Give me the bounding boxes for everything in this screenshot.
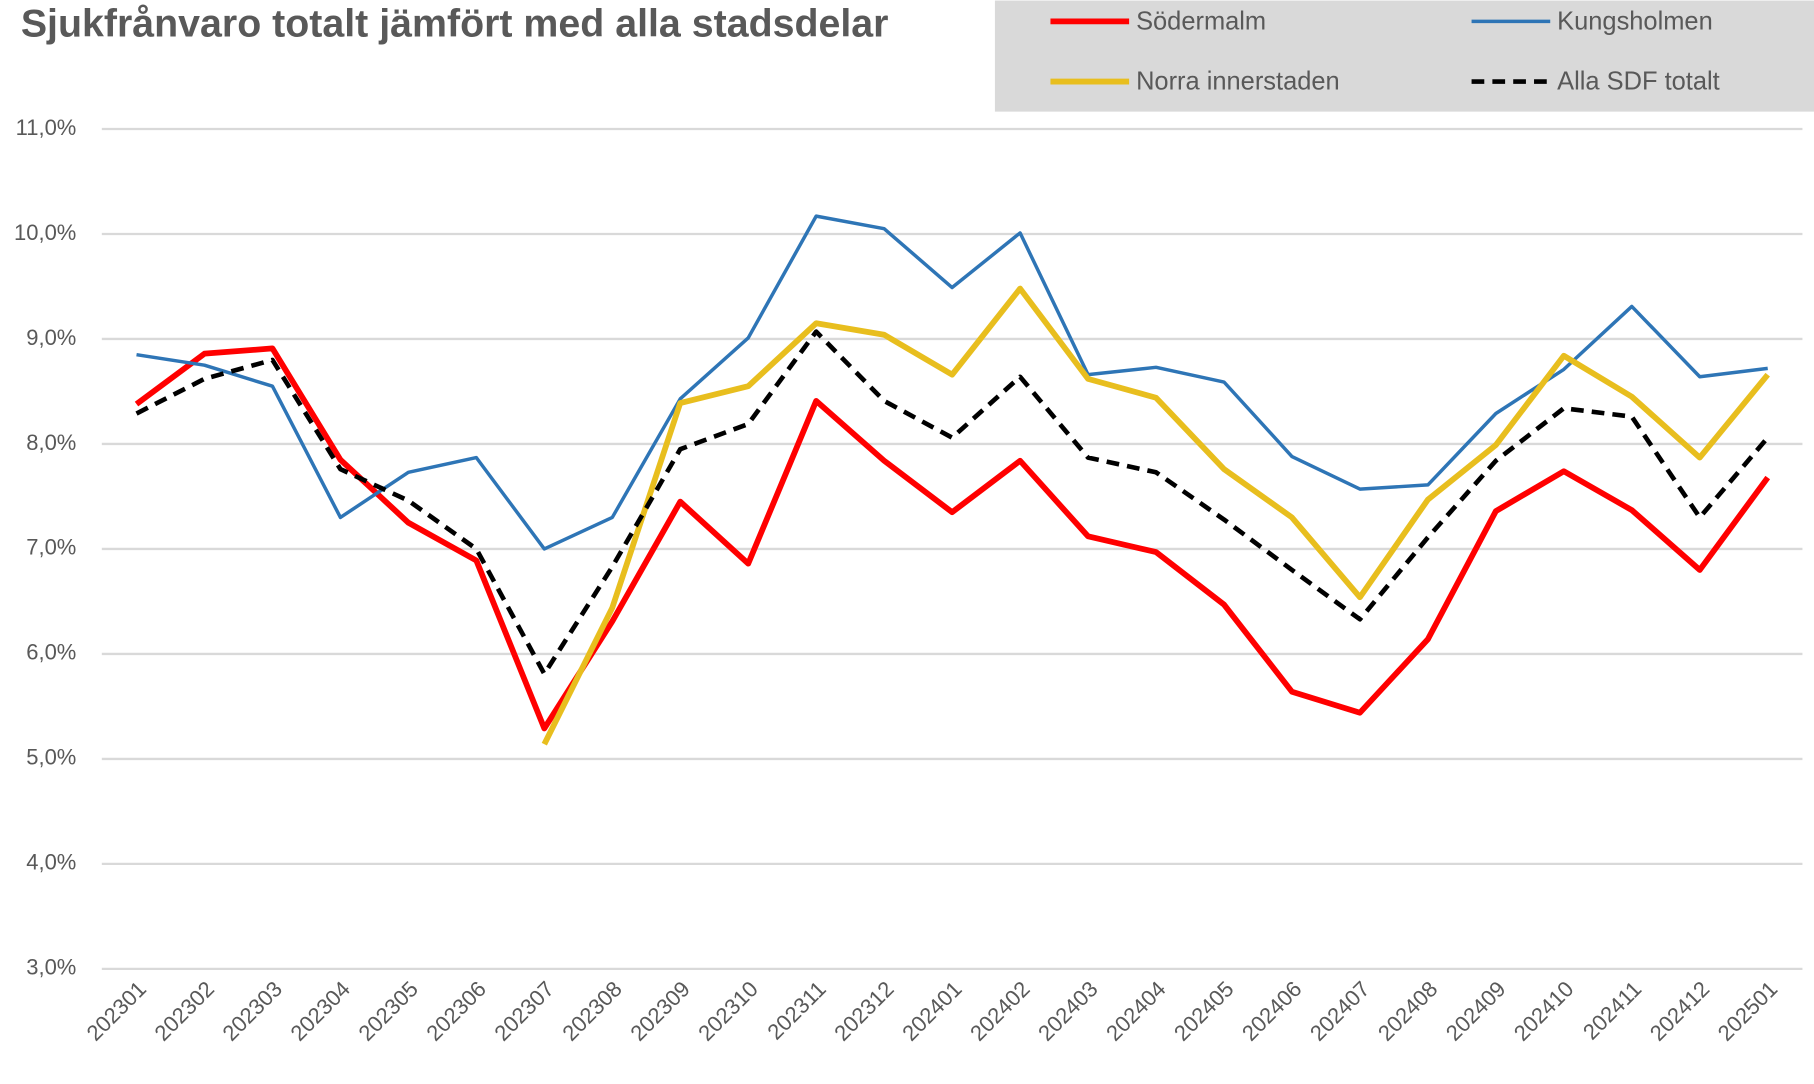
y-tick-label: 3,0% <box>26 955 76 980</box>
y-tick-label: 7,0% <box>26 535 76 560</box>
x-tick-label: 202408 <box>1373 976 1443 1046</box>
x-tick-label: 202302 <box>150 976 220 1046</box>
x-tick-label: 202301 <box>82 976 152 1046</box>
y-tick-label: 11,0% <box>16 115 77 140</box>
x-tick-label: 202310 <box>693 976 763 1046</box>
x-tick-label: 202303 <box>218 976 288 1046</box>
x-tick-label: 202501 <box>1713 976 1783 1046</box>
x-tick-label: 202306 <box>421 976 491 1046</box>
legend-label: Alla SDF totalt <box>1557 67 1720 95</box>
legend-label: Kungsholmen <box>1557 7 1713 35</box>
x-tick-label: 202311 <box>762 976 830 1044</box>
x-tick-label: 202307 <box>489 976 559 1046</box>
x-tick-label: 202401 <box>897 976 967 1046</box>
legend-label: Norra innerstaden <box>1136 67 1340 95</box>
x-tick-label: 202402 <box>965 976 1035 1046</box>
y-tick-label: 6,0% <box>26 640 76 665</box>
x-tick-label: 202403 <box>1033 976 1103 1046</box>
x-tick-label: 202309 <box>625 976 695 1046</box>
y-tick-label: 8,0% <box>26 430 76 455</box>
series-line <box>134 345 1771 732</box>
x-tick-label: 202308 <box>557 976 627 1046</box>
x-tick-label: 202411 <box>1578 976 1646 1044</box>
y-tick-label: 5,0% <box>26 745 76 770</box>
legend-label: Södermalm <box>1136 7 1266 35</box>
x-tick-label: 202304 <box>285 976 355 1046</box>
x-tick-label: 202412 <box>1645 976 1715 1046</box>
chart-title: Sjukfrånvaro totalt jämfört med alla sta… <box>21 1 889 45</box>
y-tick-label: 4,0% <box>26 850 76 875</box>
x-tick-label: 202404 <box>1101 976 1171 1046</box>
x-tick-label: 202405 <box>1169 976 1239 1046</box>
series-line <box>135 329 1770 677</box>
x-tick-label: 202312 <box>829 976 899 1046</box>
series-line <box>136 214 1768 551</box>
x-tick-label: 202409 <box>1441 976 1511 1046</box>
y-tick-label: 10,0% <box>14 220 76 245</box>
series-line <box>541 285 1770 746</box>
y-tick-label: 9,0% <box>26 325 76 350</box>
x-tick-label: 202406 <box>1237 976 1307 1046</box>
legend-box <box>994 0 1814 112</box>
x-tick-label: 202305 <box>353 976 423 1046</box>
x-tick-label: 202410 <box>1509 976 1579 1046</box>
x-tick-label: 202407 <box>1305 976 1375 1046</box>
